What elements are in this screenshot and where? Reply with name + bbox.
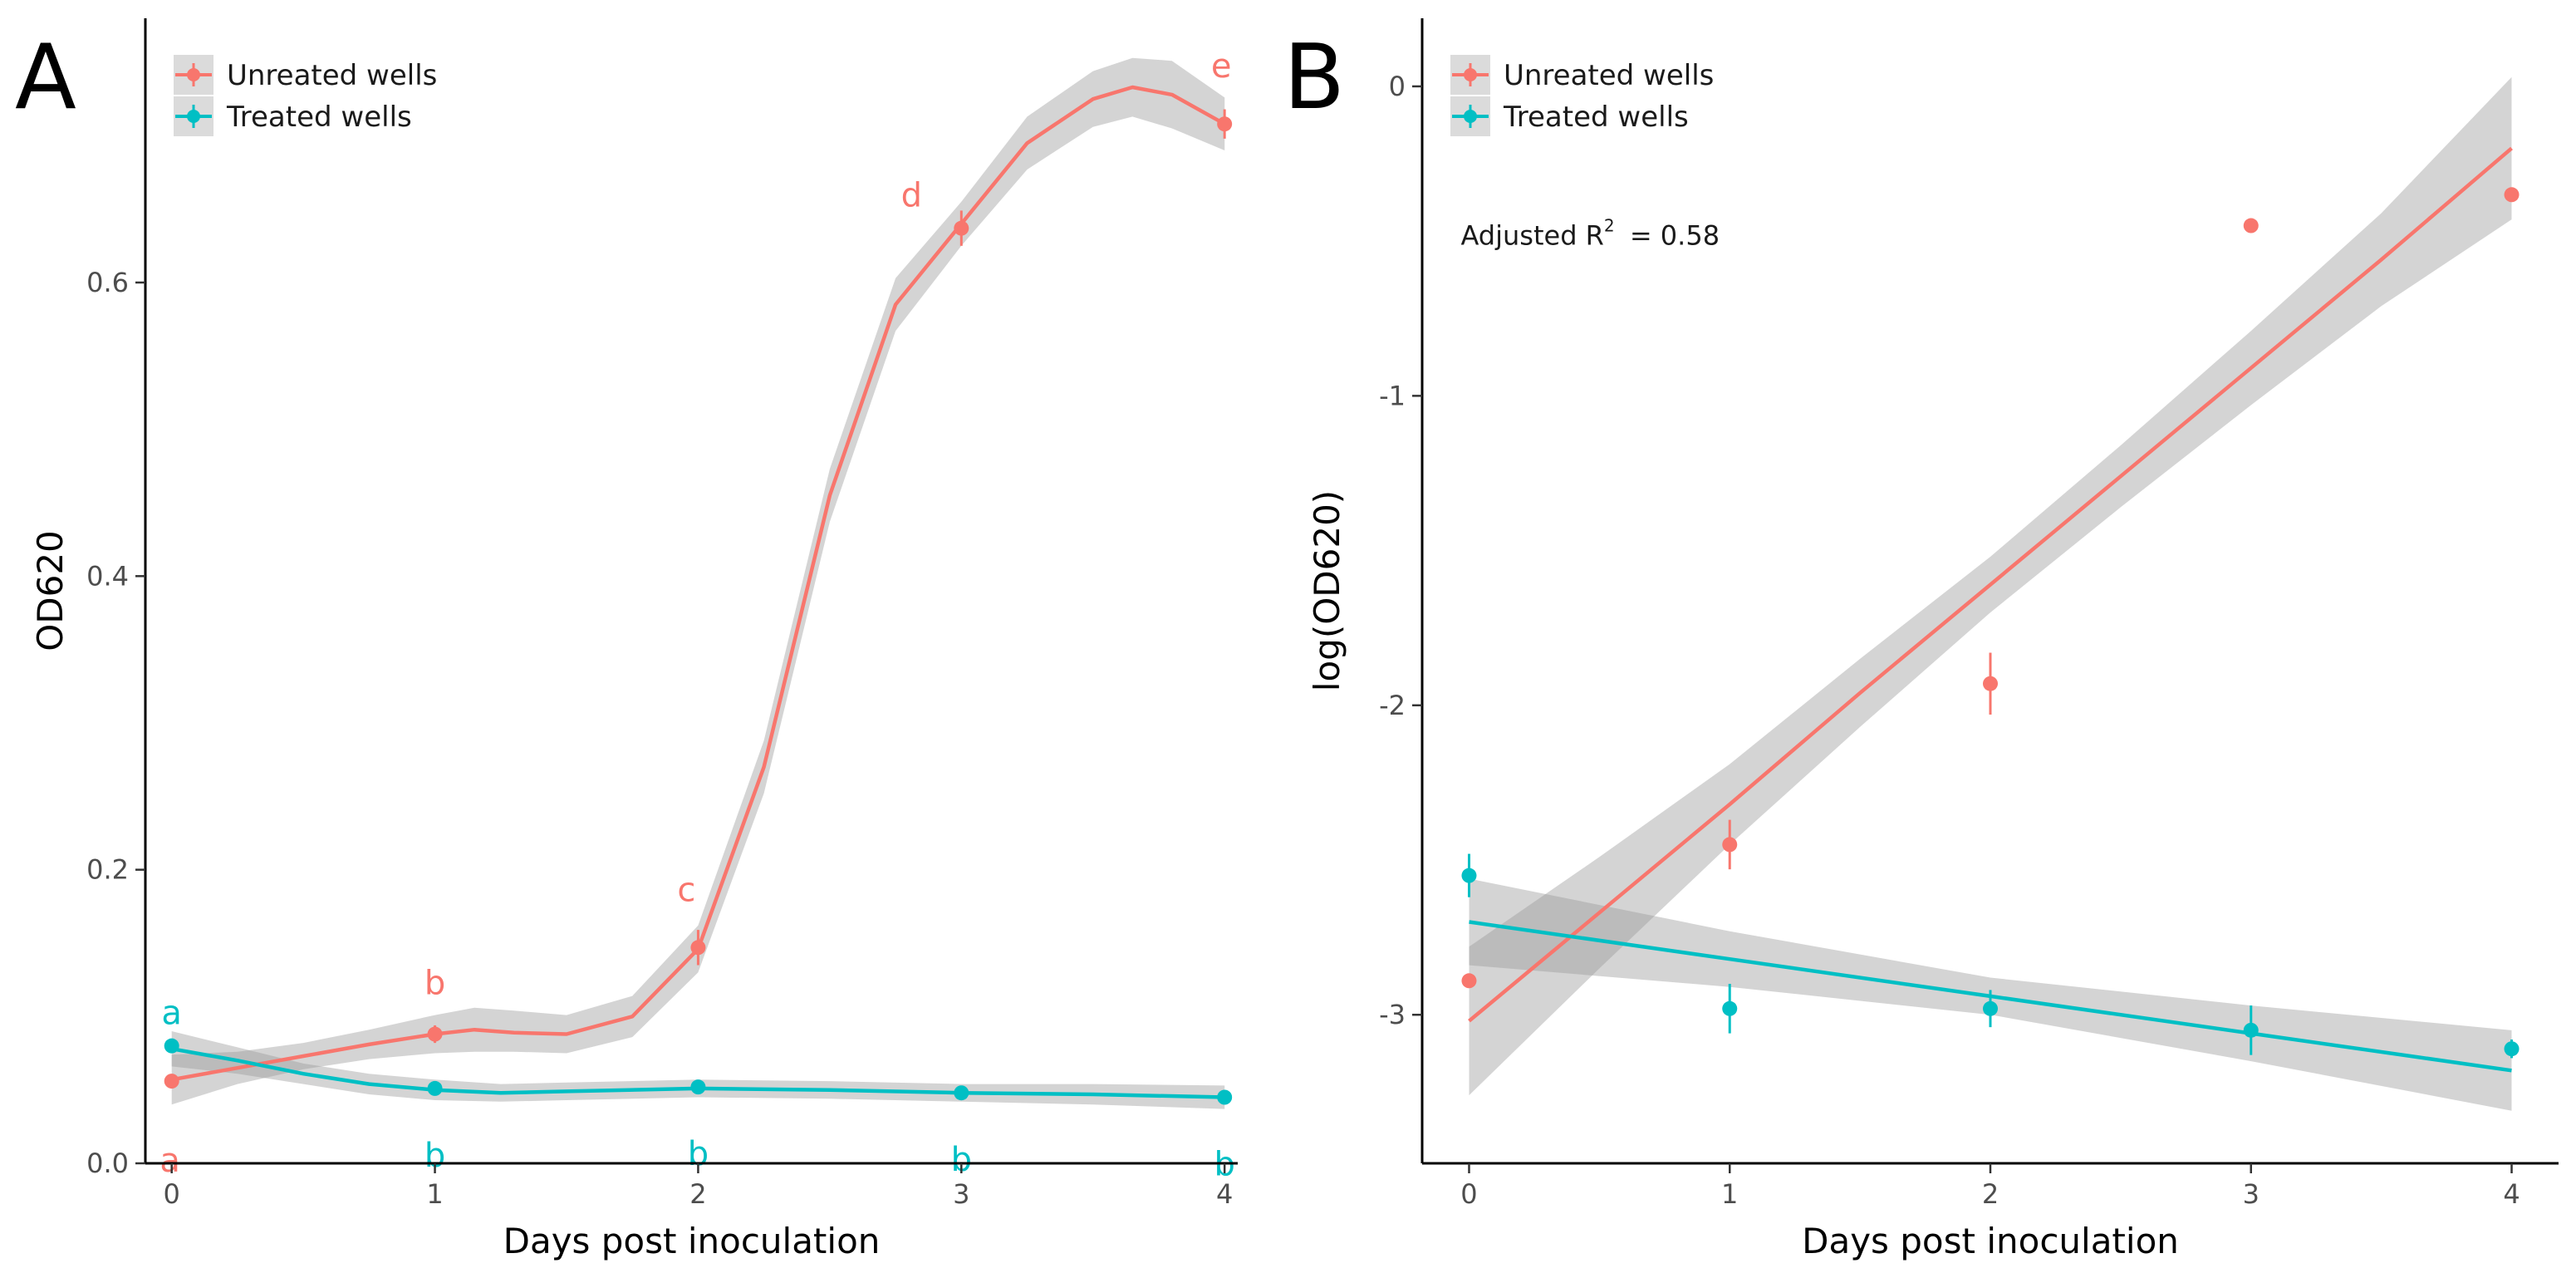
legend-key-point: [1464, 68, 1477, 81]
data-point: [690, 1079, 706, 1095]
data-point: [1461, 973, 1477, 989]
data-point: [2243, 1022, 2259, 1038]
x-tick-label: 3: [953, 1178, 969, 1210]
y-tick-label: -2: [1379, 690, 1406, 721]
data-point: [427, 1080, 443, 1096]
significance-letter: a: [159, 1142, 180, 1180]
x-axis-title: Days post inoculation: [503, 1221, 881, 1261]
data-point: [690, 940, 706, 956]
data-point: [1217, 1089, 1233, 1105]
data-point: [1461, 868, 1477, 883]
legend: Unreated wells Treated wells: [1450, 55, 1714, 136]
legend-label: Treated wells: [1503, 101, 1689, 134]
annotation-suffix: = 0.58: [1622, 220, 1720, 252]
legend-key-point: [1464, 110, 1477, 123]
panel-letter-a: A: [15, 26, 76, 130]
data-point: [164, 1074, 179, 1089]
adjusted-r2-annotation: Adjusted R2 = 0.58: [1460, 216, 1720, 252]
legend: Unreated wells Treated wells: [174, 55, 437, 136]
annotation-superscript: 2: [1604, 216, 1615, 236]
data-point: [2504, 187, 2520, 203]
x-tick-label: 1: [426, 1178, 443, 1210]
y-tick-label: 0: [1389, 71, 1406, 102]
data-point: [427, 1026, 443, 1042]
legend-key-point: [187, 68, 200, 81]
legend-label: Unreated wells: [1504, 59, 1714, 92]
x-tick-label: 0: [164, 1178, 180, 1210]
data-point: [954, 1085, 969, 1101]
panel-b-chart: 0 1 2 3 4 -3 -2 -1 0 Days post inoculation log(OD6…: [1307, 18, 2559, 1261]
legend-label: Treated wells: [226, 101, 412, 134]
significance-letter: d: [901, 177, 922, 215]
significance-letter: c: [677, 871, 695, 909]
data-point: [164, 1038, 179, 1054]
significance-letter: b: [424, 965, 445, 1003]
data-point: [1983, 676, 1998, 691]
fit-line-0: [1468, 146, 2513, 1023]
y-axis-title: log(OD620): [1307, 490, 1347, 691]
significance-letter: b: [951, 1141, 972, 1179]
annotation-prefix: Adjusted R: [1460, 220, 1603, 252]
data-point: [2504, 1041, 2520, 1057]
y-tick-label: -1: [1379, 380, 1406, 411]
x-tick-label: 0: [1460, 1178, 1477, 1210]
x-tick-label: 2: [1982, 1178, 1999, 1210]
data-point: [1983, 1000, 1998, 1016]
legend-key-point: [187, 110, 200, 123]
data-point: [954, 220, 969, 236]
y-tick-label: 0.4: [86, 560, 129, 592]
data-point: [2243, 218, 2259, 233]
x-tick-label: 3: [2243, 1178, 2260, 1210]
x-tick-label: 1: [1721, 1178, 1738, 1210]
x-tick-label: 2: [689, 1178, 706, 1210]
y-tick-label: 0.0: [86, 1148, 129, 1179]
fit-line-1: [171, 1046, 1225, 1099]
data-point: [1722, 1000, 1738, 1016]
data-point: [1217, 116, 1233, 132]
y-tick-label: 0.6: [86, 267, 129, 298]
significance-letter: a: [161, 995, 182, 1033]
y-axis-title: OD620: [30, 530, 71, 651]
y-tick-label: 0.2: [86, 854, 129, 886]
x-tick-label: 4: [2503, 1178, 2520, 1210]
data-point: [1722, 837, 1738, 853]
legend-label: Unreated wells: [227, 59, 437, 92]
x-tick-label: 4: [1216, 1178, 1233, 1210]
y-tick-label: -3: [1379, 999, 1406, 1030]
x-axis-title: Days post inoculation: [1802, 1221, 2179, 1261]
significance-letter: e: [1211, 47, 1232, 86]
panel-letter-b: B: [1283, 26, 1345, 130]
